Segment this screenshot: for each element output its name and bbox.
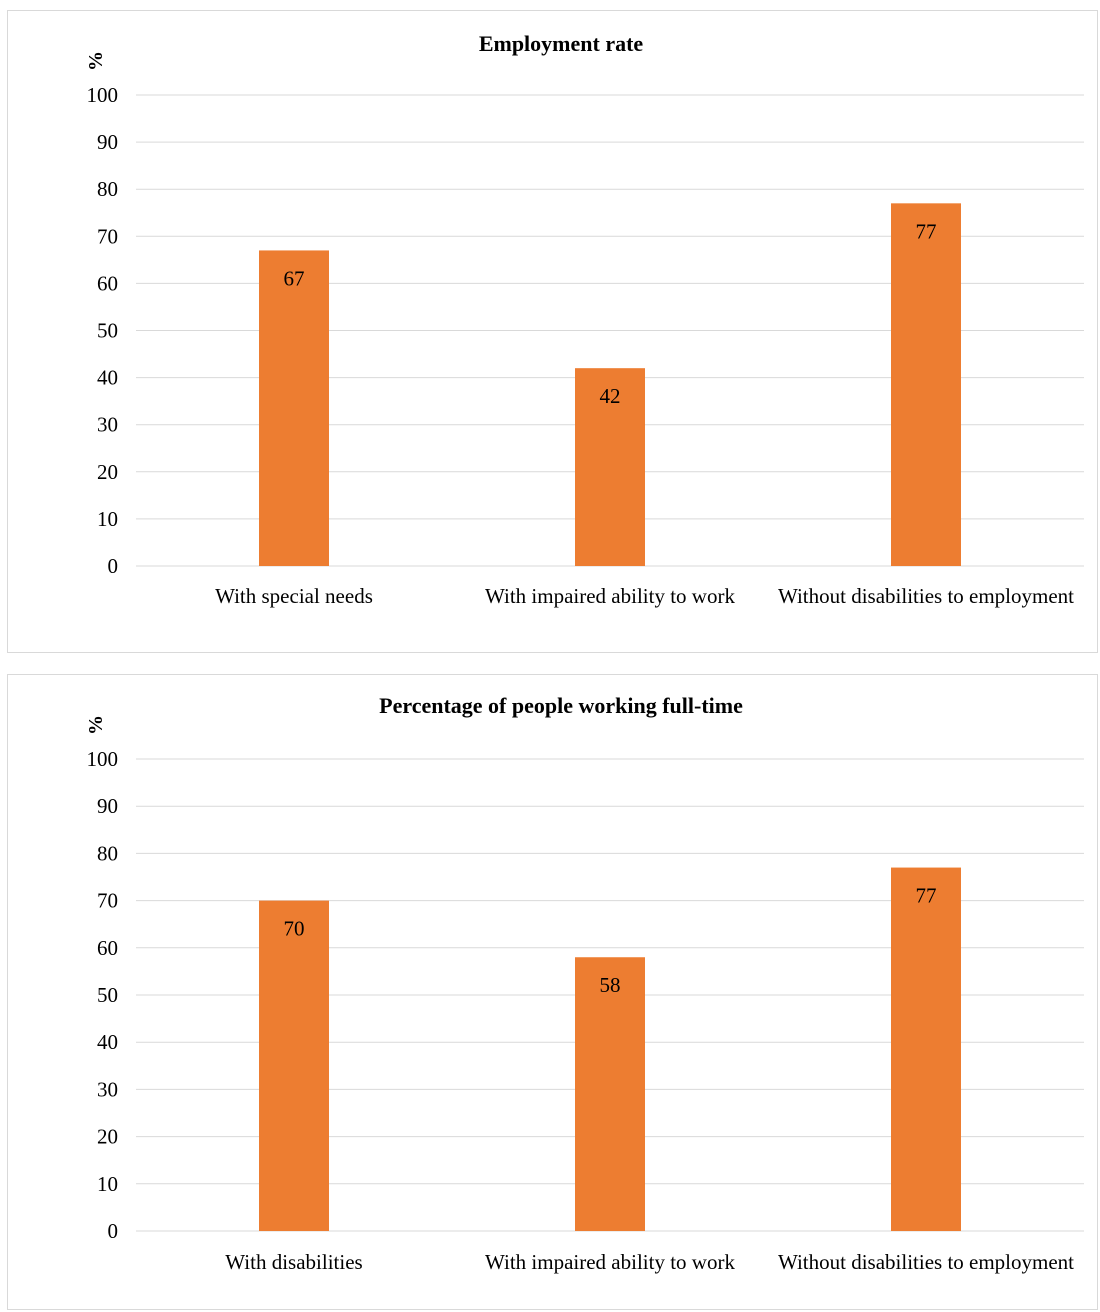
y-tick-label: 50 <box>97 983 118 1007</box>
bar <box>575 368 645 566</box>
y-tick-label: 30 <box>97 1077 118 1101</box>
data-labels: 67 42 77 <box>284 219 937 408</box>
y-tick-label: 20 <box>97 1125 118 1149</box>
y-tick-label: 40 <box>97 366 118 390</box>
bar <box>259 250 329 566</box>
y-ticks: 0 10 20 30 40 50 60 70 80 90 100 <box>87 83 119 578</box>
y-tick-label: 50 <box>97 319 118 343</box>
chart-svg: Employment rate % 0 10 20 30 40 50 60 70 80 90 100… <box>85 31 1084 608</box>
category-labels: With special needs With impaired ability … <box>215 584 1074 608</box>
y-ticks: 0 10 20 30 40 50 60 70 80 90 100 <box>87 747 119 1243</box>
y-tick-label: 90 <box>97 130 118 154</box>
data-labels: 70 58 77 <box>284 884 937 998</box>
bar <box>891 203 961 566</box>
category-label: With disabilities <box>225 1250 362 1274</box>
data-label: 77 <box>916 219 937 243</box>
y-tick-label: 0 <box>108 1219 119 1243</box>
y-tick-label: 70 <box>97 224 118 248</box>
y-tick-label: 30 <box>97 413 118 437</box>
y-tick-label: 10 <box>97 1172 118 1196</box>
data-label: 67 <box>284 266 305 290</box>
bar <box>259 900 329 1231</box>
data-label: 77 <box>916 884 937 908</box>
category-label: Without disabilities to employment <box>778 584 1074 608</box>
y-axis-label: % <box>85 715 107 735</box>
category-label: Without disabilities to employment <box>778 1250 1074 1274</box>
chart-title: Employment rate <box>479 31 644 56</box>
bar <box>891 867 961 1231</box>
category-label: With special needs <box>215 584 373 608</box>
chart-title: Percentage of people working full-time <box>379 693 743 718</box>
category-labels: With disabilities With impaired ability t… <box>225 1250 1074 1274</box>
y-tick-label: 60 <box>97 936 118 960</box>
y-tick-label: 40 <box>97 1030 118 1054</box>
category-label: With impaired ability to work <box>485 1250 735 1274</box>
y-tick-label: 10 <box>97 507 118 531</box>
y-tick-label: 70 <box>97 889 118 913</box>
employment-rate-chart: Employment rate % 0 10 20 30 40 50 60 70 80 90 100… <box>7 10 1098 653</box>
y-tick-label: 80 <box>97 177 118 201</box>
category-label: With impaired ability to work <box>485 584 735 608</box>
bars <box>259 867 961 1231</box>
y-tick-label: 100 <box>87 83 119 107</box>
full-time-chart: Percentage of people working full-time %… <box>7 674 1098 1310</box>
y-tick-label: 0 <box>108 554 119 578</box>
y-tick-label: 90 <box>97 794 118 818</box>
y-tick-label: 80 <box>97 841 118 865</box>
y-axis-label: % <box>85 51 107 71</box>
data-label: 70 <box>284 917 305 941</box>
y-tick-label: 100 <box>87 747 119 771</box>
chart-svg: Percentage of people working full-time %… <box>85 693 1084 1274</box>
y-tick-label: 20 <box>97 460 118 484</box>
y-tick-label: 60 <box>97 271 118 295</box>
data-label: 58 <box>600 973 621 997</box>
data-label: 42 <box>600 384 621 408</box>
bar <box>575 957 645 1231</box>
bars <box>259 203 961 566</box>
